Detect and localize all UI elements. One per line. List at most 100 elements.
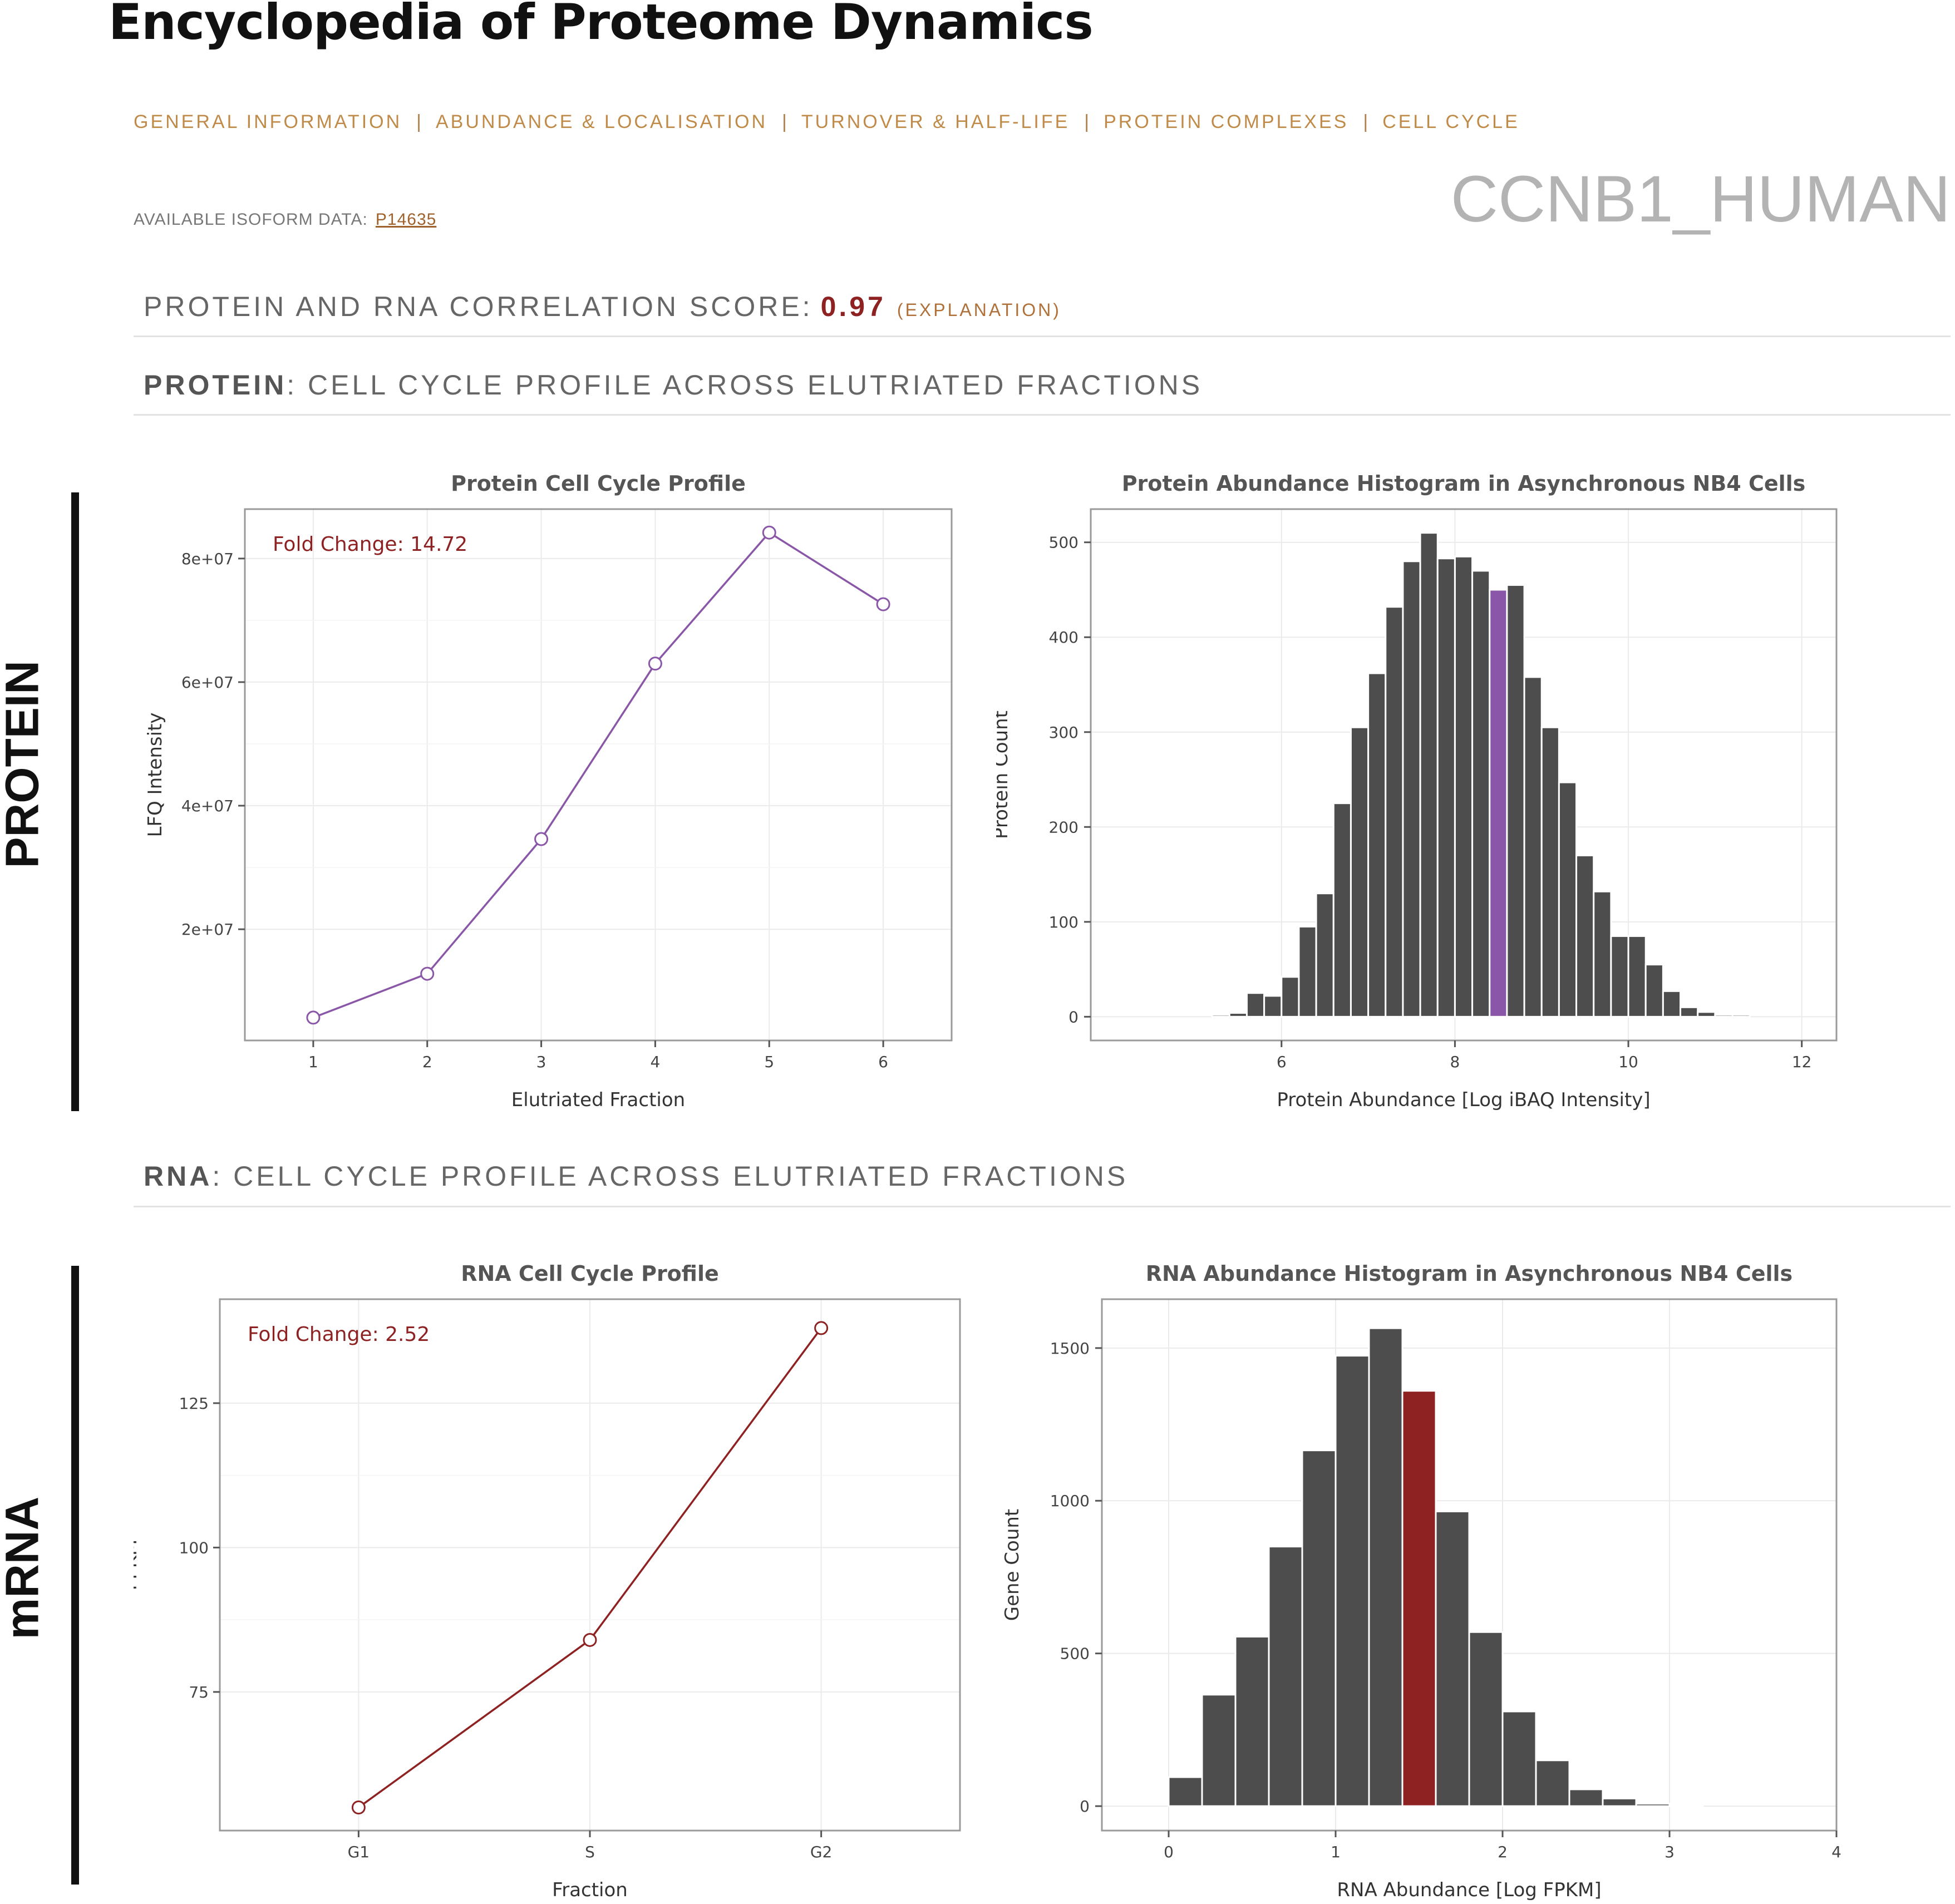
histogram-bar bbox=[1680, 1006, 1699, 1018]
x-tick-label: 2 bbox=[422, 1053, 432, 1071]
y-tick-label: 100 bbox=[179, 1538, 209, 1557]
x-tick-label: 4 bbox=[651, 1053, 661, 1071]
histogram-bar bbox=[1334, 1355, 1370, 1807]
y-axis-label: FPKM bbox=[134, 1540, 141, 1591]
section-title: : CELL CYCLE PROFILE ACROSS ELUTRIATED F… bbox=[212, 1161, 1129, 1192]
nav-separator: | bbox=[782, 111, 787, 132]
section-title: : CELL CYCLE PROFILE ACROSS ELUTRIATED F… bbox=[287, 369, 1203, 401]
x-tick-label: 3 bbox=[1665, 1843, 1675, 1861]
histogram-bar bbox=[1714, 1014, 1734, 1018]
histogram-bar bbox=[1568, 1788, 1604, 1807]
data-point bbox=[420, 966, 435, 981]
histogram-bar bbox=[1635, 1803, 1671, 1807]
x-axis-label: RNA Abundance [Log FPKM] bbox=[1337, 1879, 1601, 1901]
nav-general-information[interactable]: GENERAL INFORMATION bbox=[134, 111, 402, 132]
histogram-bar bbox=[1281, 976, 1300, 1018]
y-tick-label: 300 bbox=[1049, 723, 1079, 742]
histogram-bar bbox=[1245, 992, 1265, 1018]
plot-background bbox=[245, 509, 952, 1040]
y-axis-label: Protein Count bbox=[996, 711, 1012, 839]
histogram-bar bbox=[1558, 781, 1578, 1018]
rna-section-heading: RNA: CELL CYCLE PROFILE ACROSS ELUTRIATE… bbox=[144, 1160, 1128, 1192]
nav-turnover-half-life[interactable]: TURNOVER & HALF-LIFE bbox=[801, 111, 1070, 132]
nav-abundance-localisation[interactable]: ABUNDANCE & LOCALISATION bbox=[435, 111, 768, 132]
rna-side-bar bbox=[71, 1266, 79, 1885]
data-point bbox=[306, 1010, 321, 1025]
histogram-bar bbox=[1168, 1776, 1203, 1807]
y-tick-label: 0 bbox=[1080, 1797, 1090, 1816]
histogram-bar bbox=[1315, 892, 1334, 1018]
x-tick-label: 6 bbox=[1277, 1053, 1287, 1071]
x-axis-label: Fraction bbox=[552, 1879, 628, 1901]
correlation-heading: PROTEIN AND RNA CORRELATION SCORE: 0.97 (E… bbox=[144, 290, 1061, 323]
histogram-bar bbox=[1644, 964, 1664, 1018]
histogram-bar bbox=[1263, 995, 1283, 1018]
nav-separator: | bbox=[416, 111, 421, 132]
section-prefix: RNA bbox=[144, 1161, 213, 1192]
nav-cell-cycle[interactable]: CELL CYCLE bbox=[1382, 111, 1520, 132]
histogram-bar bbox=[1468, 1631, 1504, 1807]
correlation-score: 0.97 bbox=[820, 291, 886, 322]
data-point bbox=[648, 657, 662, 671]
y-tick-label: 125 bbox=[179, 1394, 209, 1413]
x-tick-label: 4 bbox=[1831, 1843, 1841, 1861]
y-tick-label: 1500 bbox=[1050, 1339, 1090, 1358]
histogram-bar bbox=[1575, 854, 1595, 1018]
histogram-bar bbox=[1368, 1327, 1404, 1807]
histogram-bar bbox=[1234, 1635, 1270, 1807]
rna-profile-chart: 75 100 125 G1 S G2 Fold Change: 2.52 RNA Cell C… bbox=[134, 1261, 961, 1901]
y-tick-label: 200 bbox=[1049, 818, 1079, 836]
x-tick-label: 3 bbox=[536, 1053, 546, 1071]
app-title: Encyclopedia of Proteome Dynamics bbox=[109, 0, 1094, 51]
histogram-bar bbox=[1201, 1694, 1237, 1807]
plot-border bbox=[1090, 508, 1838, 1042]
histogram-bar bbox=[1697, 1011, 1716, 1018]
x-axis-label: Protein Abundance [Log iBAQ Intensity] bbox=[1277, 1089, 1650, 1111]
y-tick-label: 2e+07 bbox=[181, 920, 234, 939]
histogram-bar bbox=[1506, 584, 1525, 1018]
x-axis-label: Elutriated Fraction bbox=[511, 1089, 685, 1111]
chart-title: RNA Cell Cycle Profile bbox=[461, 1261, 719, 1286]
divider bbox=[134, 1206, 1951, 1207]
chart-title: Protein Abundance Histogram in Asynchron… bbox=[1122, 471, 1806, 496]
data-point bbox=[534, 832, 549, 846]
nav-separator: | bbox=[1084, 111, 1090, 132]
histogram-bar bbox=[1523, 676, 1543, 1018]
isoform-info: AVAILABLE ISOFORM DATA: P14635 bbox=[134, 210, 436, 229]
x-tick-label: G1 bbox=[348, 1843, 370, 1861]
histogram-bar bbox=[1593, 890, 1612, 1018]
rna-histogram-chart: 0 500 1000 1500 0 1 2 3 4 RNA Abundance Histogram… bbox=[1001, 1261, 1841, 1901]
nav-protein-complexes[interactable]: PROTEIN COMPLEXES bbox=[1104, 111, 1349, 132]
y-tick-label: 0 bbox=[1068, 1008, 1079, 1026]
histogram-bar bbox=[1471, 570, 1491, 1018]
x-tick-label: 8 bbox=[1450, 1053, 1460, 1071]
data-point bbox=[351, 1800, 366, 1814]
y-tick-label: 500 bbox=[1049, 534, 1079, 552]
rna-side-label: mRNA bbox=[0, 1496, 48, 1640]
histogram-bar bbox=[1662, 990, 1682, 1018]
divider bbox=[134, 336, 1951, 337]
protein-side-label: PROTEIN bbox=[0, 660, 48, 869]
data-point bbox=[762, 525, 776, 540]
x-tick-label: G2 bbox=[810, 1843, 833, 1861]
explanation-link[interactable]: (EXPLANATION) bbox=[897, 300, 1061, 320]
y-tick-label: 400 bbox=[1049, 628, 1079, 647]
x-tick-label: 1 bbox=[308, 1053, 318, 1071]
histogram-bar bbox=[1298, 925, 1317, 1018]
histogram-bar bbox=[1385, 606, 1404, 1018]
highlighted-bar bbox=[1401, 1390, 1437, 1807]
series-line bbox=[313, 531, 884, 1019]
protein-histogram-chart: 0 100 200 300 400 500 6 8 10 12 Protein Abundance … bbox=[996, 471, 1838, 1111]
plot-border bbox=[1101, 1298, 1838, 1832]
x-tick-label: 10 bbox=[1618, 1053, 1638, 1071]
y-axis-label: Gene Count bbox=[1001, 1509, 1023, 1621]
histogram-bar bbox=[1268, 1546, 1303, 1807]
y-axis-label: LFQ Intensity bbox=[144, 712, 166, 837]
histogram-bar bbox=[1610, 935, 1629, 1018]
section-prefix: PROTEIN bbox=[144, 369, 287, 401]
x-tick-label: 12 bbox=[1792, 1053, 1812, 1071]
x-tick-label: 2 bbox=[1498, 1843, 1508, 1861]
chart-title: Protein Cell Cycle Profile bbox=[451, 471, 746, 496]
isoform-link[interactable]: P14635 bbox=[375, 210, 437, 229]
histogram-bar bbox=[1540, 726, 1560, 1018]
